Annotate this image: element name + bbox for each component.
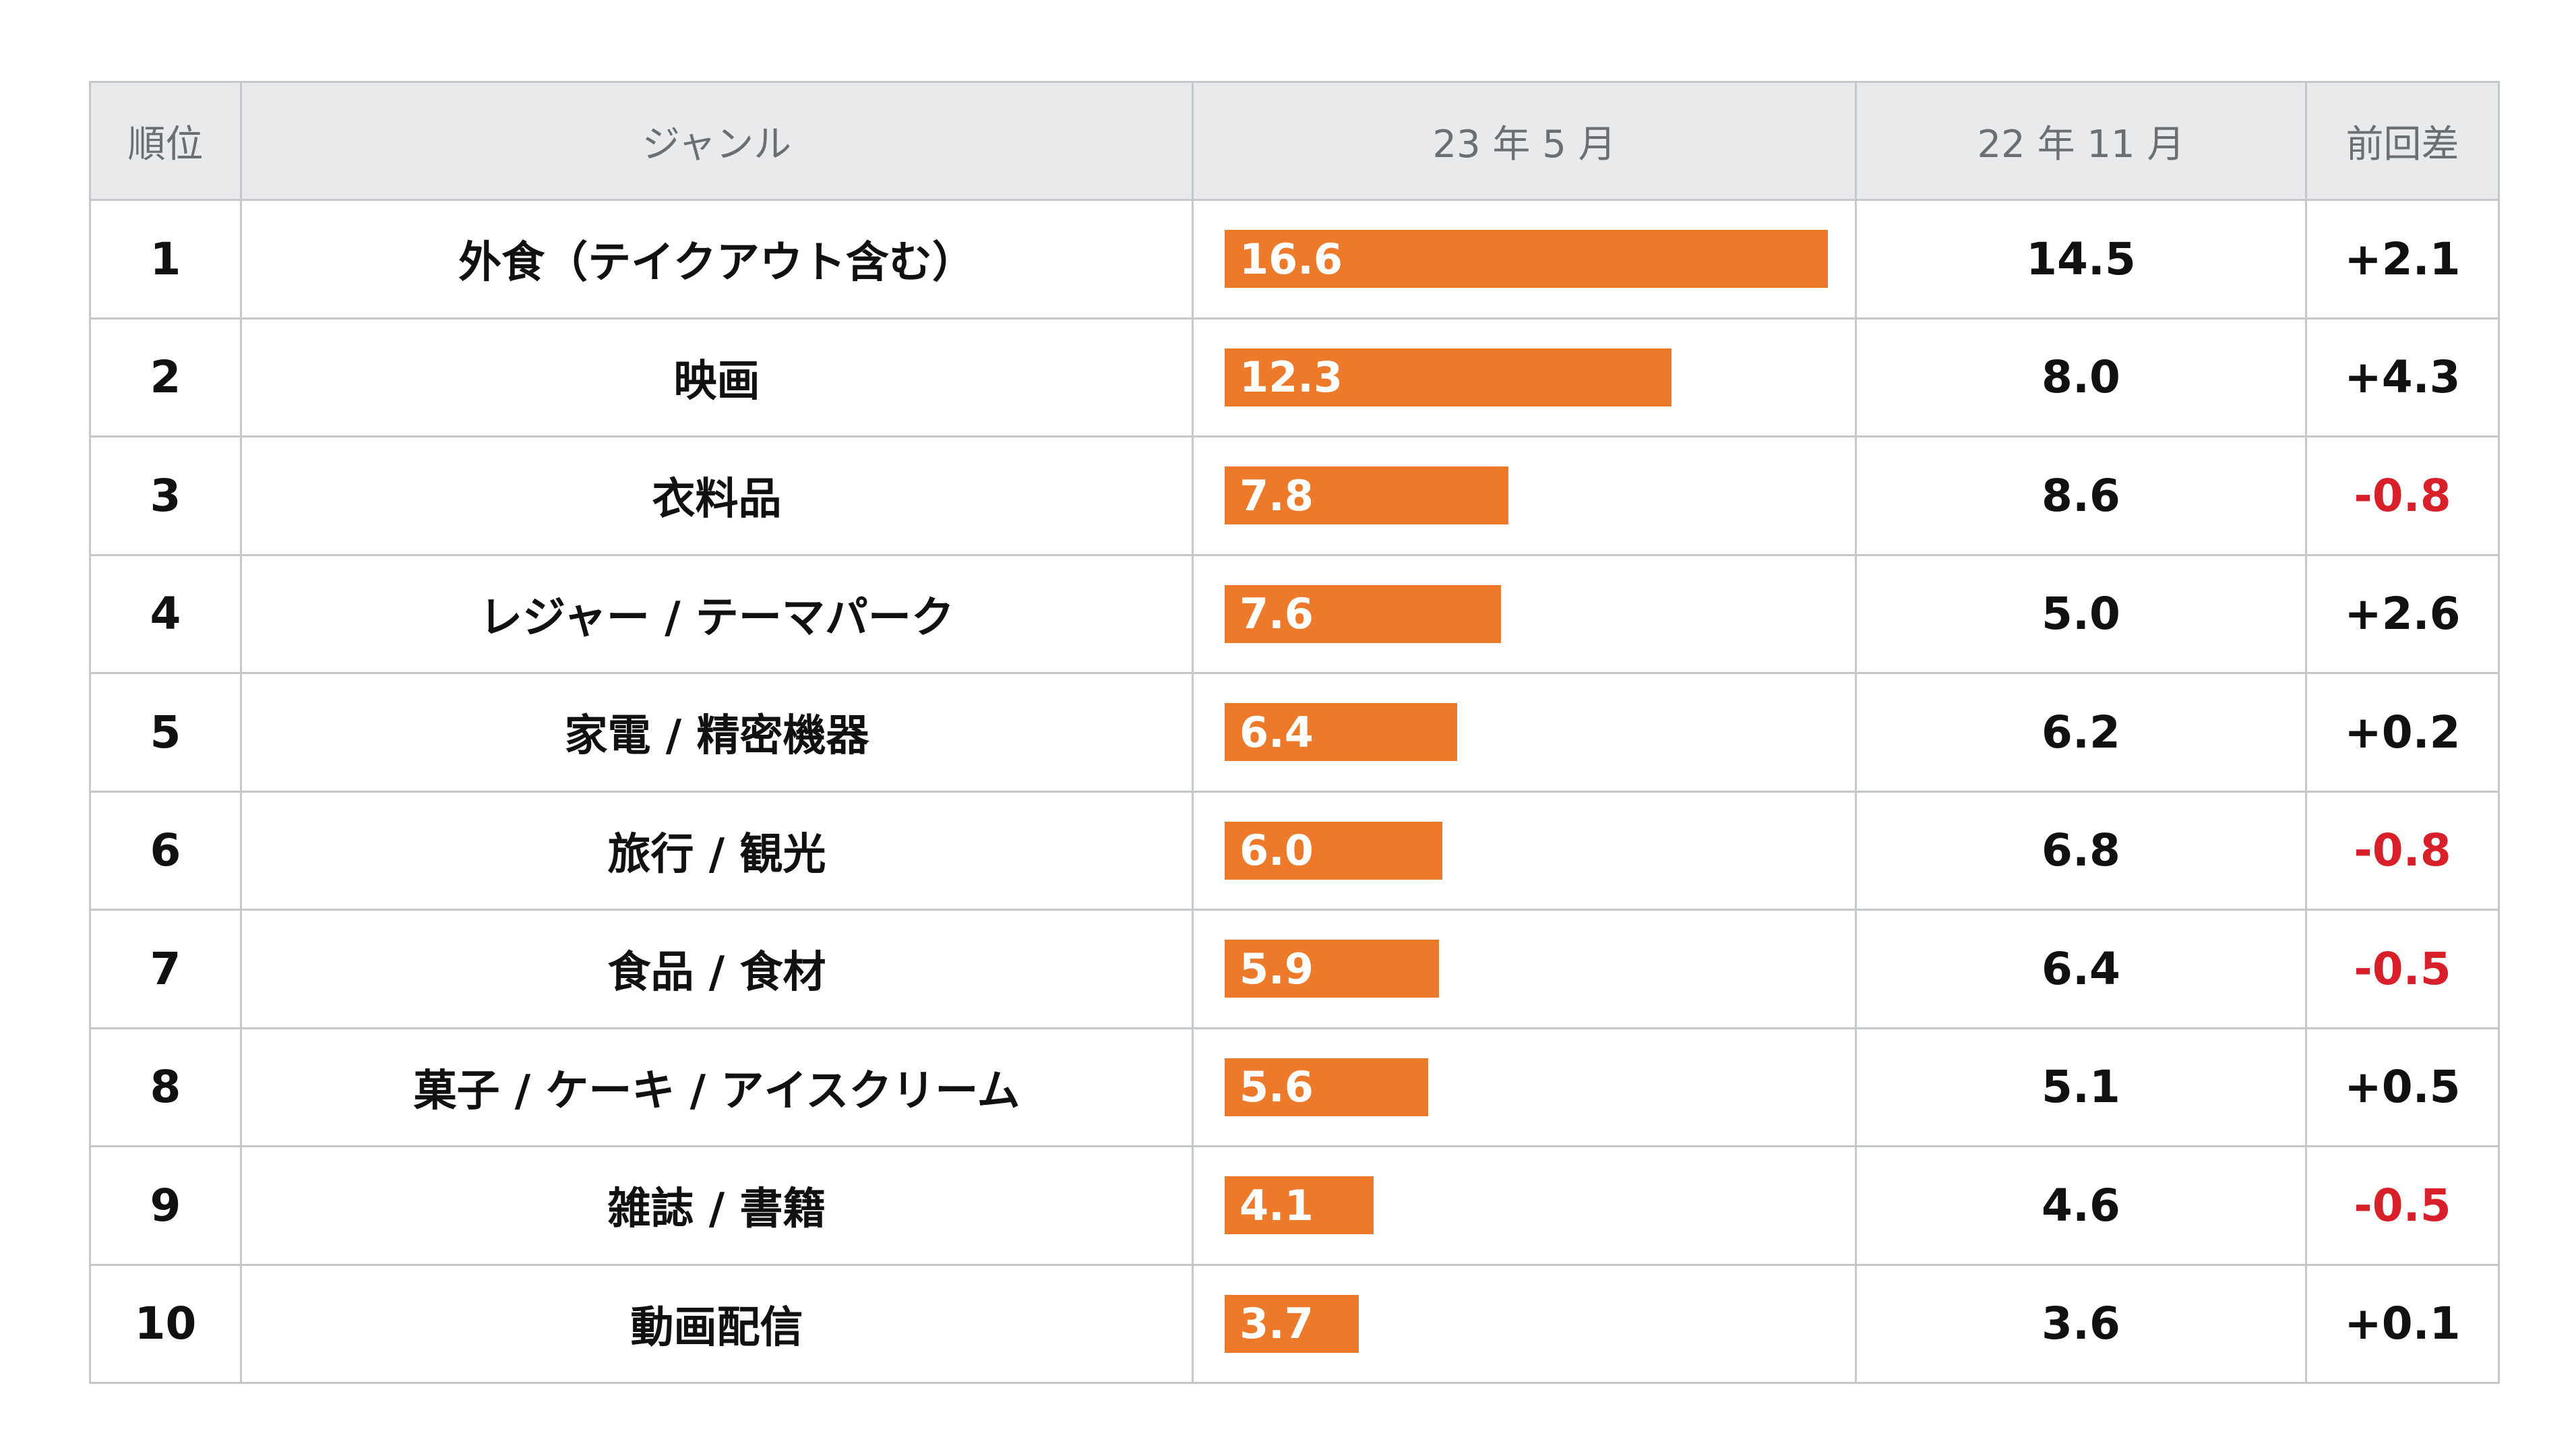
table-row: 3 衣料品 7.8 8.6 -0.8 <box>89 435 2500 556</box>
diff-cell: -0.5 <box>2305 1145 2500 1266</box>
ranking-table: 順位 ジャンル 23 年 5 月 22 年 11 月 前回差 1 外食（テイクアウ… <box>89 81 2500 1384</box>
genre-cell: 雑誌 / 書籍 <box>240 1145 1194 1266</box>
genre-cell: 菓子 / ケーキ / アイスクリーム <box>240 1027 1194 1147</box>
value-bar: 7.8 <box>1225 466 1508 525</box>
value-bar: 6.0 <box>1225 821 1443 880</box>
header-nov-2022: 22 年 11 月 <box>1855 81 2307 201</box>
rank-cell: 5 <box>89 672 242 793</box>
value-bar: 6.4 <box>1225 703 1458 762</box>
nov-2022-cell: 5.0 <box>1855 553 2307 674</box>
genre-cell: 映画 <box>240 317 1194 437</box>
value-bar: 4.1 <box>1225 1176 1374 1235</box>
diff-cell: +2.1 <box>2305 199 2500 320</box>
may-2023-bar-cell: 3.7 <box>1192 1263 1857 1384</box>
may-2023-bar-cell: 16.6 <box>1192 199 1857 320</box>
table-row: 9 雑誌 / 書籍 4.1 4.6 -0.5 <box>89 1145 2500 1266</box>
bar-value-label: 6.4 <box>1239 707 1314 757</box>
rank-cell: 4 <box>89 553 242 674</box>
nov-2022-cell: 8.0 <box>1855 317 2307 437</box>
genre-cell: 家電 / 精密機器 <box>240 672 1194 793</box>
nov-2022-cell: 6.8 <box>1855 790 2307 911</box>
diff-cell: +0.1 <box>2305 1263 2500 1384</box>
table-row: 8 菓子 / ケーキ / アイスクリーム 5.6 5.1 +0.5 <box>89 1027 2500 1147</box>
bar-value-label: 5.6 <box>1239 1062 1314 1112</box>
diff-cell: +2.6 <box>2305 553 2500 674</box>
may-2023-bar-cell: 5.6 <box>1192 1027 1857 1147</box>
genre-cell: 旅行 / 観光 <box>240 790 1194 911</box>
ranking-table-container: 順位 ジャンル 23 年 5 月 22 年 11 月 前回差 1 外食（テイクアウ… <box>89 81 2500 1384</box>
rank-cell: 3 <box>89 435 242 556</box>
table-row: 7 食品 / 食材 5.9 6.4 -0.5 <box>89 909 2500 1029</box>
may-2023-bar-cell: 6.0 <box>1192 790 1857 911</box>
rank-cell: 2 <box>89 317 242 437</box>
rank-cell: 1 <box>89 199 242 320</box>
may-2023-bar-cell: 12.3 <box>1192 317 1857 437</box>
table-row: 5 家電 / 精密機器 6.4 6.2 +0.2 <box>89 672 2500 793</box>
rank-cell: 7 <box>89 909 242 1029</box>
value-bar: 5.6 <box>1225 1058 1428 1116</box>
header-genre: ジャンル <box>240 81 1194 201</box>
table-row: 10 動画配信 3.7 3.6 +0.1 <box>89 1263 2500 1384</box>
bar-value-label: 7.8 <box>1239 471 1314 520</box>
bar-value-label: 7.6 <box>1239 589 1314 639</box>
rank-cell: 8 <box>89 1027 242 1147</box>
may-2023-bar-cell: 5.9 <box>1192 909 1857 1029</box>
nov-2022-cell: 14.5 <box>1855 199 2307 320</box>
value-bar: 7.6 <box>1225 584 1501 643</box>
genre-cell: レジャー / テーマパーク <box>240 553 1194 674</box>
bar-value-label: 12.3 <box>1239 353 1343 402</box>
nov-2022-cell: 4.6 <box>1855 1145 2307 1266</box>
may-2023-bar-cell: 6.4 <box>1192 672 1857 793</box>
may-2023-bar-cell: 7.6 <box>1192 553 1857 674</box>
table-body: 1 外食（テイクアウト含む） 16.6 14.5 +2.1 2 映画 12.3 8.0 +4.3 3… <box>89 199 2500 1384</box>
genre-cell: 動画配信 <box>240 1263 1194 1384</box>
table-row: 4 レジャー / テーマパーク 7.6 5.0 +2.6 <box>89 553 2500 674</box>
diff-cell: -0.8 <box>2305 435 2500 556</box>
rank-cell: 10 <box>89 1263 242 1384</box>
header-rank: 順位 <box>89 81 242 201</box>
may-2023-bar-cell: 4.1 <box>1192 1145 1857 1266</box>
table-row: 6 旅行 / 観光 6.0 6.8 -0.8 <box>89 790 2500 911</box>
may-2023-bar-cell: 7.8 <box>1192 435 1857 556</box>
nov-2022-cell: 8.6 <box>1855 435 2307 556</box>
table-row: 1 外食（テイクアウト含む） 16.6 14.5 +2.1 <box>89 199 2500 320</box>
nov-2022-cell: 3.6 <box>1855 1263 2307 1384</box>
genre-cell: 食品 / 食材 <box>240 909 1194 1029</box>
genre-cell: 衣料品 <box>240 435 1194 556</box>
value-bar: 5.9 <box>1225 940 1440 998</box>
value-bar: 3.7 <box>1225 1294 1359 1353</box>
value-bar: 16.6 <box>1225 230 1828 289</box>
table-row: 2 映画 12.3 8.0 +4.3 <box>89 317 2500 437</box>
rank-cell: 6 <box>89 790 242 911</box>
nov-2022-cell: 6.4 <box>1855 909 2307 1029</box>
nov-2022-cell: 6.2 <box>1855 672 2307 793</box>
table-header-row: 順位 ジャンル 23 年 5 月 22 年 11 月 前回差 <box>89 81 2500 201</box>
bar-value-label: 3.7 <box>1239 1299 1314 1349</box>
bar-value-label: 6.0 <box>1239 826 1314 876</box>
bar-value-label: 5.9 <box>1239 944 1314 994</box>
diff-cell: +4.3 <box>2305 317 2500 437</box>
diff-cell: +0.5 <box>2305 1027 2500 1147</box>
bar-value-label: 4.1 <box>1239 1180 1314 1230</box>
bar-value-label: 16.6 <box>1239 234 1343 284</box>
rank-cell: 9 <box>89 1145 242 1266</box>
header-diff: 前回差 <box>2305 81 2500 201</box>
header-may-2023: 23 年 5 月 <box>1192 81 1857 201</box>
genre-cell: 外食（テイクアウト含む） <box>240 199 1194 320</box>
diff-cell: -0.8 <box>2305 790 2500 911</box>
value-bar: 12.3 <box>1225 348 1672 406</box>
diff-cell: +0.2 <box>2305 672 2500 793</box>
nov-2022-cell: 5.1 <box>1855 1027 2307 1147</box>
diff-cell: -0.5 <box>2305 909 2500 1029</box>
